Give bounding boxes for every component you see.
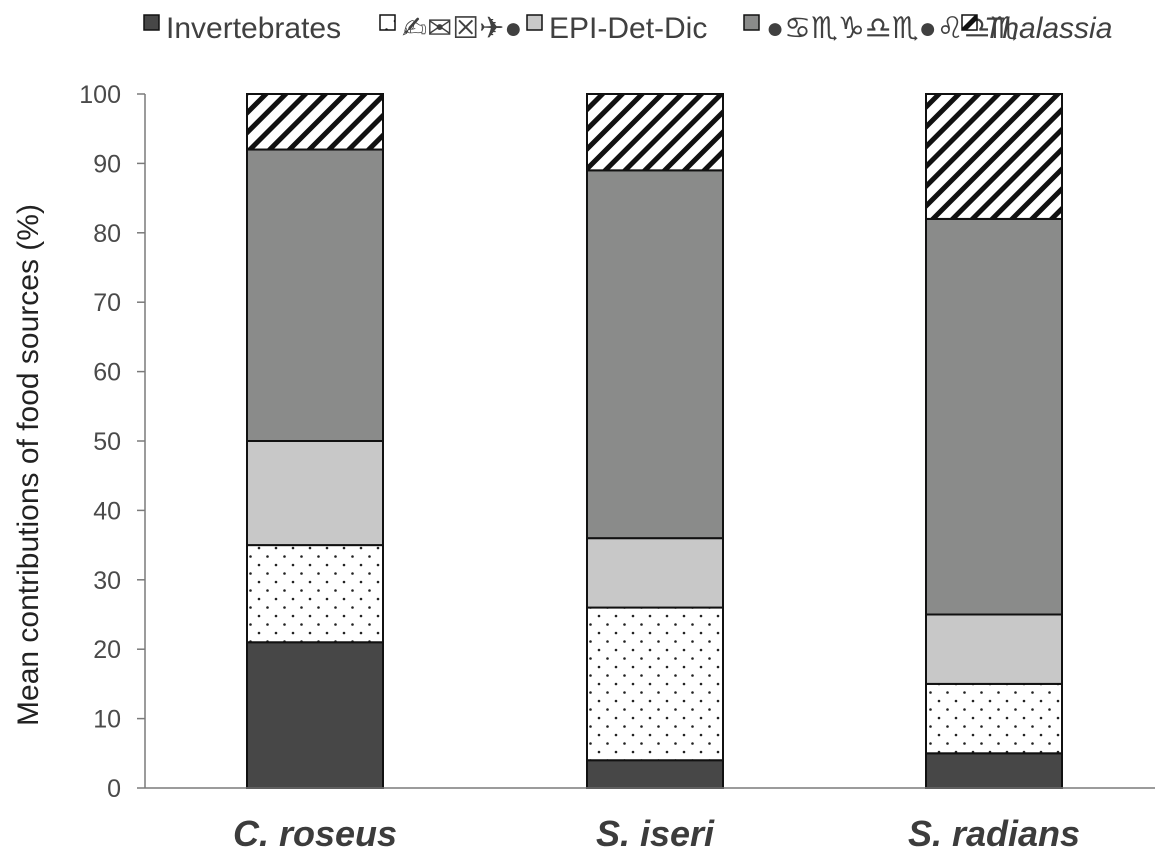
y-tick-label: 80 [93,220,121,248]
y-tick-label: 90 [93,150,121,178]
y-tick-label: 0 [107,775,121,803]
bars [246,93,1063,790]
y-axis-title: Mean contributions of food sources (%) [12,204,45,726]
legend-label: Thalassia [984,12,1112,45]
bar-segment [586,606,724,762]
bar-segment [925,93,1063,220]
bar-segment [586,759,724,789]
bar-segment [246,93,384,151]
legend-swatch [379,14,396,31]
legend-swatch [526,14,543,31]
legend-swatch [143,14,160,31]
y-tick-label: 70 [93,289,121,317]
x-axis: C. roseus S. iseri S. radians [145,787,1155,854]
legend-label: ●︎♋︎♏︎♑︎♎︎♏︎●︎♌︎♎︎♏︎ [766,12,1017,45]
bar-segment [586,537,724,609]
bar-segment [246,148,384,443]
bar-segment [246,641,384,790]
x-category-label: S. iseri [596,813,715,854]
bar-segment [586,93,724,172]
bar-segment [925,682,1063,755]
chart-legend: Invertebrates ✍︎✉︎☒︎✈︎●︎ EPI-Det-Dic ●︎♋︎♏︎… [143,12,1112,45]
y-axis: 0 10 20 30 40 50 60 70 80 90 100 [79,81,146,803]
y-tick-label: 20 [93,636,121,664]
y-tick-label: 100 [79,81,121,109]
legend-swatch [961,14,978,31]
bar-segment [246,440,384,547]
y-tick-label: 40 [93,497,121,525]
y-tick-label: 10 [93,706,121,734]
x-category-label: C. roseus [233,813,397,854]
bar-segment [586,169,724,540]
y-tick-label: 30 [93,567,121,595]
legend-swatch [743,14,760,31]
bar-segment [925,752,1063,789]
bar-segment [246,544,384,644]
y-tick-label: 60 [93,359,121,387]
legend-label: EPI-Det-Dic [549,12,707,45]
x-category-label: S. radians [908,813,1080,854]
y-tick-label: 50 [93,428,121,456]
bar-segment [925,613,1063,685]
bar-segment [925,217,1063,616]
legend-label: ✍︎✉︎☒︎✈︎●︎ [402,12,522,45]
legend-label: Invertebrates [166,12,341,45]
